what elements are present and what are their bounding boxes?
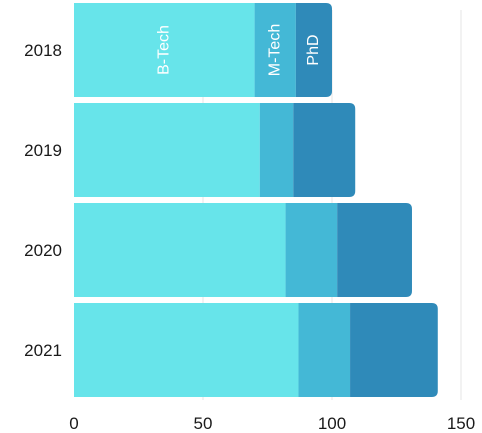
series-label-b-tech: B-Tech xyxy=(156,25,173,75)
bar-2018-b-tech xyxy=(74,3,255,97)
bars xyxy=(74,3,438,397)
bar-2020-m-tech xyxy=(285,203,338,297)
x-tick-label-50: 50 xyxy=(194,414,213,433)
y-axis-labels: 2018 2019 2020 2021 xyxy=(24,41,62,360)
x-tick-label-0: 0 xyxy=(69,414,78,433)
y-tick-label-2019: 2019 xyxy=(24,141,62,160)
y-tick-label-2020: 2020 xyxy=(24,241,62,260)
series-label-m-tech: M-Tech xyxy=(266,24,283,76)
bar-2018-phd xyxy=(295,3,332,97)
bar-2021-m-tech xyxy=(298,303,351,397)
bar-2020-phd xyxy=(337,203,412,297)
x-tick-label-150: 150 xyxy=(447,414,475,433)
y-tick-label-2021: 2021 xyxy=(24,341,62,360)
bar-2019-phd xyxy=(293,103,356,197)
bar-2018-m-tech xyxy=(254,3,296,97)
series-label-phd: PhD xyxy=(305,34,322,65)
bar-2021-b-tech xyxy=(74,303,299,397)
x-axis-labels: 0 50 100 150 xyxy=(69,414,475,433)
bar-2021-phd xyxy=(350,303,438,397)
bar-2020-b-tech xyxy=(74,203,286,297)
bar-2019-m-tech xyxy=(259,103,294,197)
bar-2019-b-tech xyxy=(74,103,260,197)
y-tick-label-2018: 2018 xyxy=(24,41,62,60)
segment-labels: B-Tech M-Tech PhD xyxy=(156,24,323,76)
x-tick-label-100: 100 xyxy=(318,414,346,433)
